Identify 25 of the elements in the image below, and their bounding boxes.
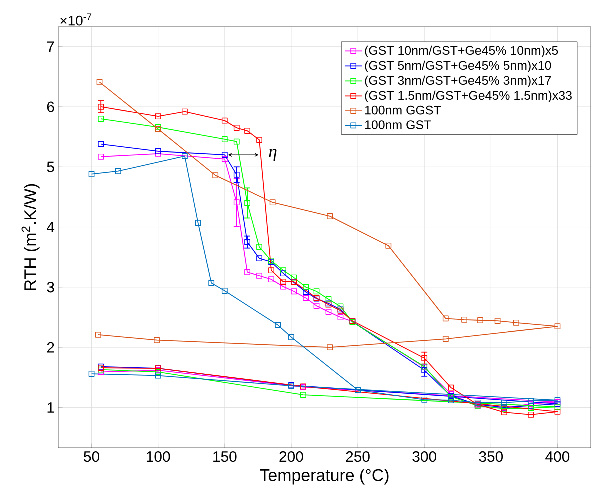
- legend-label: (GST 5nm/GST+Ge45% 5nm)x10: [365, 60, 552, 73]
- x-tick-label: 200: [280, 452, 304, 462]
- y-tick-label: 2: [47, 342, 54, 353]
- y-tick-label: 5: [47, 162, 54, 172]
- x-tick-label: 250: [346, 452, 370, 462]
- legend-label: 100nm GST: [365, 120, 432, 130]
- x-tick-label: 350: [479, 452, 504, 462]
- y-tick-label: 1: [48, 402, 54, 413]
- y-tick-label: 7: [47, 42, 54, 52]
- x-axis-title: Temperature (°C): [260, 468, 389, 485]
- x-tick-label: 150: [214, 452, 237, 462]
- y-axis-title: RTH (m$^{2}$.K/W): [22, 184, 40, 290]
- x-tick-label: 50: [84, 452, 100, 462]
- x-tick-label: 100: [147, 452, 170, 462]
- y-tick-label: 3: [47, 282, 54, 293]
- legend-label: (GST 1.5nm/GST+Ge45% 1.5nm)x33: [365, 90, 572, 103]
- annotation: η: [269, 148, 277, 162]
- x-tick-label: 400: [546, 452, 570, 462]
- x-tick-label: 300: [412, 452, 436, 462]
- text: ×10$^{-7}$: [60, 14, 92, 26]
- y-tick-label: 6: [47, 102, 54, 112]
- legend-label: (GST 10nm/GST+Ge45% 10nm)x5: [365, 46, 558, 58]
- y-tick-label: 4: [47, 222, 55, 232]
- legend-label: (GST 3nm/GST+Ge45% 3nm)x17: [365, 76, 552, 88]
- legend-label: 100nm GGST: [365, 106, 442, 115]
